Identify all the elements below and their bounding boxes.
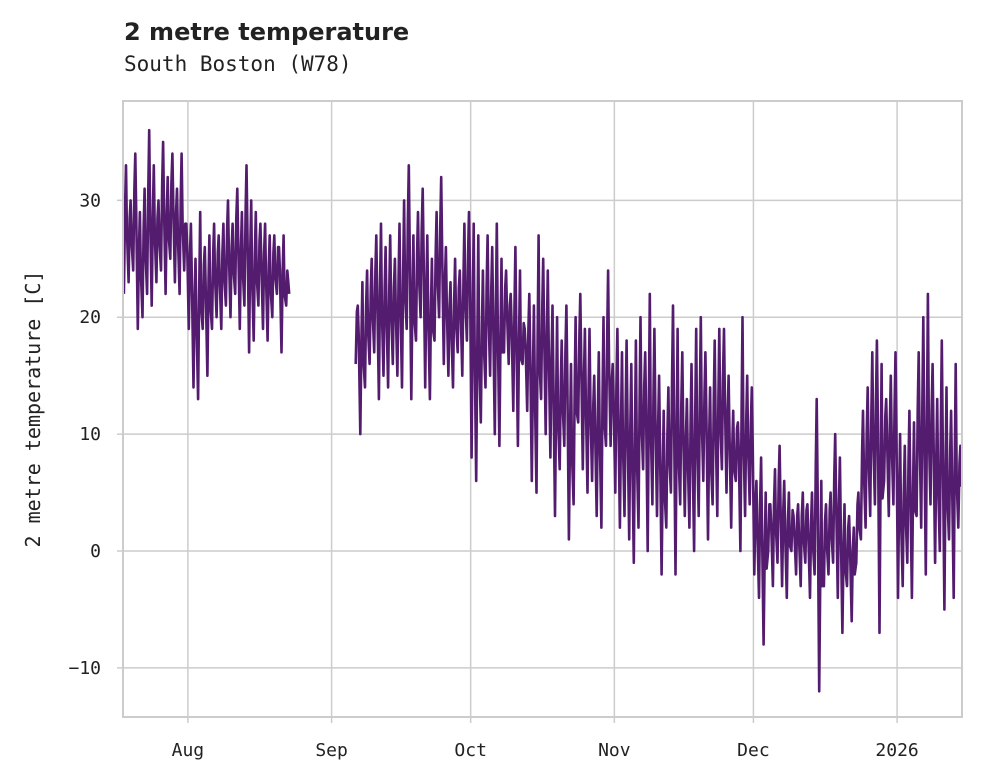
y-tick-label: 10 [79,424,101,445]
x-tick-label: Sep [315,740,348,761]
y-tick-label: 30 [79,190,101,211]
grid [123,101,962,717]
x-tick-label: Nov [598,740,631,761]
chart-title: 2 metre temperature [124,18,410,46]
y-axis: −10 0 10 20 30 [68,190,123,679]
y-tick-label: 20 [79,307,101,328]
x-tick-label: Oct [454,740,487,761]
y-axis-label: 2 metre temperature [C] [21,271,45,548]
temperature-line [122,128,963,693]
x-tick-label: Aug [172,740,205,761]
x-tick-label: 2026 [875,740,918,761]
plot-frame [122,100,963,718]
x-axis: Aug Sep Oct Nov Dec 2026 [172,717,919,761]
y-tick-label: −10 [68,658,101,679]
x-tick-label: Dec [737,740,770,761]
chart-subtitle: South Boston (W78) [124,52,352,76]
y-tick-label: 0 [90,541,101,562]
